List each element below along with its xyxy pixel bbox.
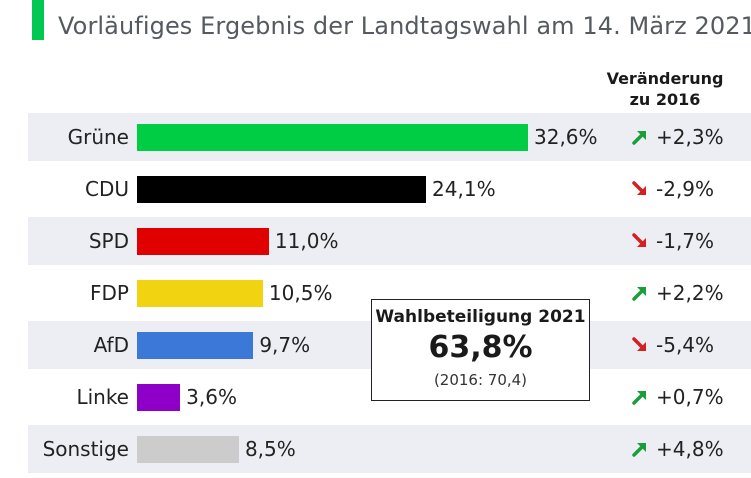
value-label: 24,1% — [432, 177, 496, 201]
change-item: +2,2% — [630, 280, 724, 306]
change-label: -5,4% — [656, 333, 715, 357]
change-label: +0,7% — [656, 385, 724, 409]
bar — [137, 279, 263, 307]
arrow-down-right-icon — [632, 181, 646, 195]
chart-subtitle: Vorläufiges Ergebnis der Landtagswahl am… — [58, 12, 751, 40]
value-label: 10,5% — [268, 281, 333, 305]
change-column-header: Veränderung zu 2016 — [606, 69, 724, 109]
value-label: 11,0% — [274, 229, 339, 253]
arrow-down-right-icon — [632, 337, 646, 351]
value-label: 32,6% — [534, 125, 598, 149]
change-label: -2,9% — [656, 177, 715, 201]
arrow-up-right-icon — [632, 287, 646, 301]
value-label: 8,5% — [244, 437, 296, 461]
value-label: 3,6% — [186, 385, 237, 409]
change-item: +4,8% — [630, 436, 724, 462]
category-label: AfD — [93, 333, 129, 357]
arrow-down-right-icon — [632, 233, 646, 247]
bar — [137, 227, 269, 255]
arrow-up-right-icon — [632, 443, 646, 457]
change-item: -5,4% — [630, 332, 714, 358]
arrow-up-right-icon — [632, 391, 646, 405]
change-item: -1,7% — [630, 228, 714, 254]
change-label: +2,2% — [656, 281, 724, 305]
change-label: -1,7% — [656, 229, 715, 253]
bar — [137, 383, 181, 411]
bar — [137, 123, 528, 151]
change-item: +0,7% — [630, 384, 724, 410]
category-label: Sonstige — [42, 437, 129, 461]
accent-bar — [32, 0, 44, 40]
turnout-title: Wahlbeteiligung 2021 — [375, 307, 586, 327]
change-label: +4,8% — [656, 437, 724, 461]
change-item: -2,9% — [630, 176, 714, 202]
category-label: SPD — [88, 229, 129, 253]
category-label: CDU — [84, 177, 129, 201]
bar — [137, 435, 239, 463]
arrow-up-right-icon — [632, 131, 646, 145]
value-label: 9,7% — [259, 333, 311, 357]
change-label: +2,3% — [656, 125, 724, 149]
category-label: FDP — [90, 281, 129, 305]
turnout-box: Wahlbeteiligung 2021 63,8% (2016: 70,4) — [371, 299, 590, 401]
category-label: Grüne — [67, 125, 129, 149]
category-label: Linke — [76, 385, 129, 409]
change-item: +2,3% — [630, 124, 724, 150]
turnout-previous: (2016: 70,4) — [433, 371, 528, 389]
turnout-value: 63,8% — [428, 330, 533, 365]
bar — [137, 331, 254, 359]
bar — [137, 175, 427, 203]
